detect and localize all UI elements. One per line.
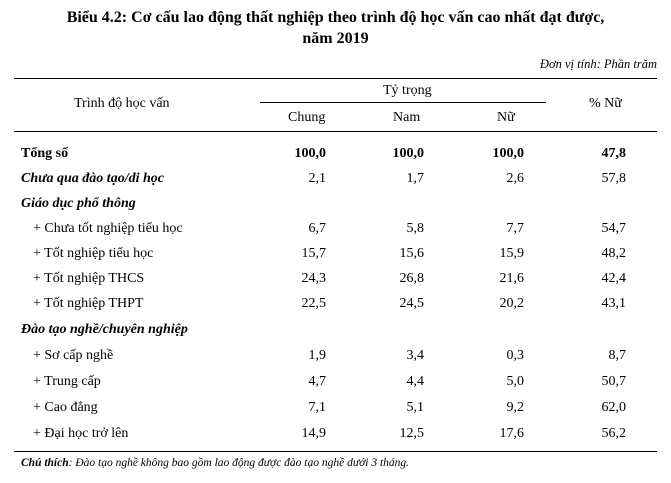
header-female-pct: % Nữ bbox=[589, 96, 622, 111]
cell-general: 7,1 bbox=[308, 400, 327, 415]
row-label: + Đại học trở lên bbox=[33, 426, 129, 441]
table-row: + Tốt nghiệp THCS 24,3 26,8 21,6 42,4 bbox=[0, 270, 671, 295]
table-row: Đào tạo nghề/chuyên nghiệp bbox=[0, 321, 671, 346]
cell-female-pct: 54,7 bbox=[601, 221, 627, 236]
cell-female: 21,6 bbox=[499, 271, 525, 286]
footnote-text: : Đào tạo nghề không bao gồm lao động đư… bbox=[68, 457, 410, 469]
table-row: Giáo dục phổ thông bbox=[0, 195, 671, 220]
cell-female: 100,0 bbox=[492, 146, 525, 161]
cell-female: 0,3 bbox=[506, 348, 525, 363]
footnote-label: Chú thích bbox=[21, 457, 69, 469]
cell-general: 22,5 bbox=[301, 296, 327, 311]
cell-male: 100,0 bbox=[392, 146, 425, 161]
row-label: Tổng số bbox=[21, 146, 69, 161]
cell-female-pct: 47,8 bbox=[601, 146, 627, 161]
table-row: Chưa qua đào tạo/di học 2,1 1,7 2,6 57,8 bbox=[0, 170, 671, 195]
row-label: + Chưa tốt nghiệp tiểu học bbox=[33, 221, 183, 236]
cell-male: 15,6 bbox=[399, 246, 425, 261]
cell-general: 2,1 bbox=[308, 171, 327, 186]
row-label: + Tốt nghiệp THPT bbox=[33, 296, 144, 311]
table-top-rule bbox=[14, 78, 657, 79]
table-row: + Đại học trở lên 14,9 12,5 17,6 56,2 bbox=[0, 425, 671, 450]
row-label: + Trung cấp bbox=[33, 374, 101, 389]
chart-title-year: năm 2019 bbox=[302, 30, 369, 47]
header-education: Trình độ học vấn bbox=[74, 96, 170, 111]
chart-title: Biểu 4.2: Cơ cấu lao động thất nghiệp th… bbox=[66, 9, 605, 26]
cell-general: 4,7 bbox=[308, 374, 327, 389]
table-row: + Sơ cấp nghề 1,9 3,4 0,3 8,7 bbox=[0, 347, 671, 372]
cell-female-pct: 42,4 bbox=[601, 271, 627, 286]
cell-male: 5,1 bbox=[406, 400, 425, 415]
cell-general: 1,9 bbox=[308, 348, 327, 363]
cell-female: 5,0 bbox=[506, 374, 525, 389]
cell-female-pct: 56,2 bbox=[601, 426, 627, 441]
cell-female: 2,6 bbox=[506, 171, 525, 186]
cell-general: 14,9 bbox=[301, 426, 327, 441]
cell-general: 24,3 bbox=[301, 271, 327, 286]
header-proportion: Tỷ trọng bbox=[383, 83, 432, 98]
row-label: + Cao đẳng bbox=[33, 400, 98, 415]
header-general: Chung bbox=[288, 110, 326, 125]
row-label: + Sơ cấp nghề bbox=[33, 348, 114, 363]
header-bottom-rule bbox=[14, 131, 657, 132]
table-row: + Tốt nghiệp tiểu học 15,7 15,6 15,9 48,2 bbox=[0, 245, 671, 270]
cell-male: 24,5 bbox=[399, 296, 425, 311]
row-label: Giáo dục phổ thông bbox=[21, 196, 136, 211]
cell-female: 7,7 bbox=[506, 221, 525, 236]
unit-label: Đơn vị tính: Phần trăm bbox=[539, 57, 657, 71]
table-row: + Trung cấp 4,7 4,4 5,0 50,7 bbox=[0, 373, 671, 398]
cell-general: 6,7 bbox=[308, 221, 327, 236]
row-label: Chưa qua đào tạo/di học bbox=[21, 171, 164, 186]
cell-general: 15,7 bbox=[301, 246, 327, 261]
cell-general: 100,0 bbox=[294, 146, 327, 161]
table-row: + Tốt nghiệp THPT 22,5 24,5 20,2 43,1 bbox=[0, 295, 671, 320]
cell-male: 26,8 bbox=[399, 271, 425, 286]
cell-female-pct: 50,7 bbox=[601, 374, 627, 389]
cell-male: 1,7 bbox=[406, 171, 425, 186]
cell-female-pct: 8,7 bbox=[608, 348, 627, 363]
cell-female: 15,9 bbox=[499, 246, 525, 261]
cell-male: 5,8 bbox=[406, 221, 425, 236]
cell-male: 3,4 bbox=[406, 348, 425, 363]
cell-female: 20,2 bbox=[499, 296, 525, 311]
table-row: + Chưa tốt nghiệp tiểu học 6,7 5,8 7,7 54,7 bbox=[0, 220, 671, 245]
header-male: Nam bbox=[393, 110, 421, 125]
header-span-rule bbox=[260, 102, 546, 103]
table-row: Tổng số 100,0 100,0 100,0 47,8 bbox=[0, 145, 671, 170]
cell-female: 9,2 bbox=[506, 400, 525, 415]
table-bottom-rule bbox=[14, 451, 657, 452]
row-label: + Tốt nghiệp tiểu học bbox=[33, 246, 154, 261]
row-label: Đào tạo nghề/chuyên nghiệp bbox=[21, 322, 188, 337]
cell-female-pct: 43,1 bbox=[601, 296, 627, 311]
cell-male: 4,4 bbox=[406, 374, 425, 389]
footnote: Chú thích: Đào tạo nghề không bao gồm la… bbox=[21, 457, 409, 469]
header-female: Nữ bbox=[497, 110, 515, 125]
table-row: + Cao đẳng 7,1 5,1 9,2 62,0 bbox=[0, 399, 671, 424]
cell-male: 12,5 bbox=[399, 426, 425, 441]
cell-female-pct: 48,2 bbox=[601, 246, 627, 261]
cell-female-pct: 57,8 bbox=[601, 171, 627, 186]
cell-female: 17,6 bbox=[499, 426, 525, 441]
row-label: + Tốt nghiệp THCS bbox=[33, 271, 145, 286]
cell-female-pct: 62,0 bbox=[601, 400, 627, 415]
